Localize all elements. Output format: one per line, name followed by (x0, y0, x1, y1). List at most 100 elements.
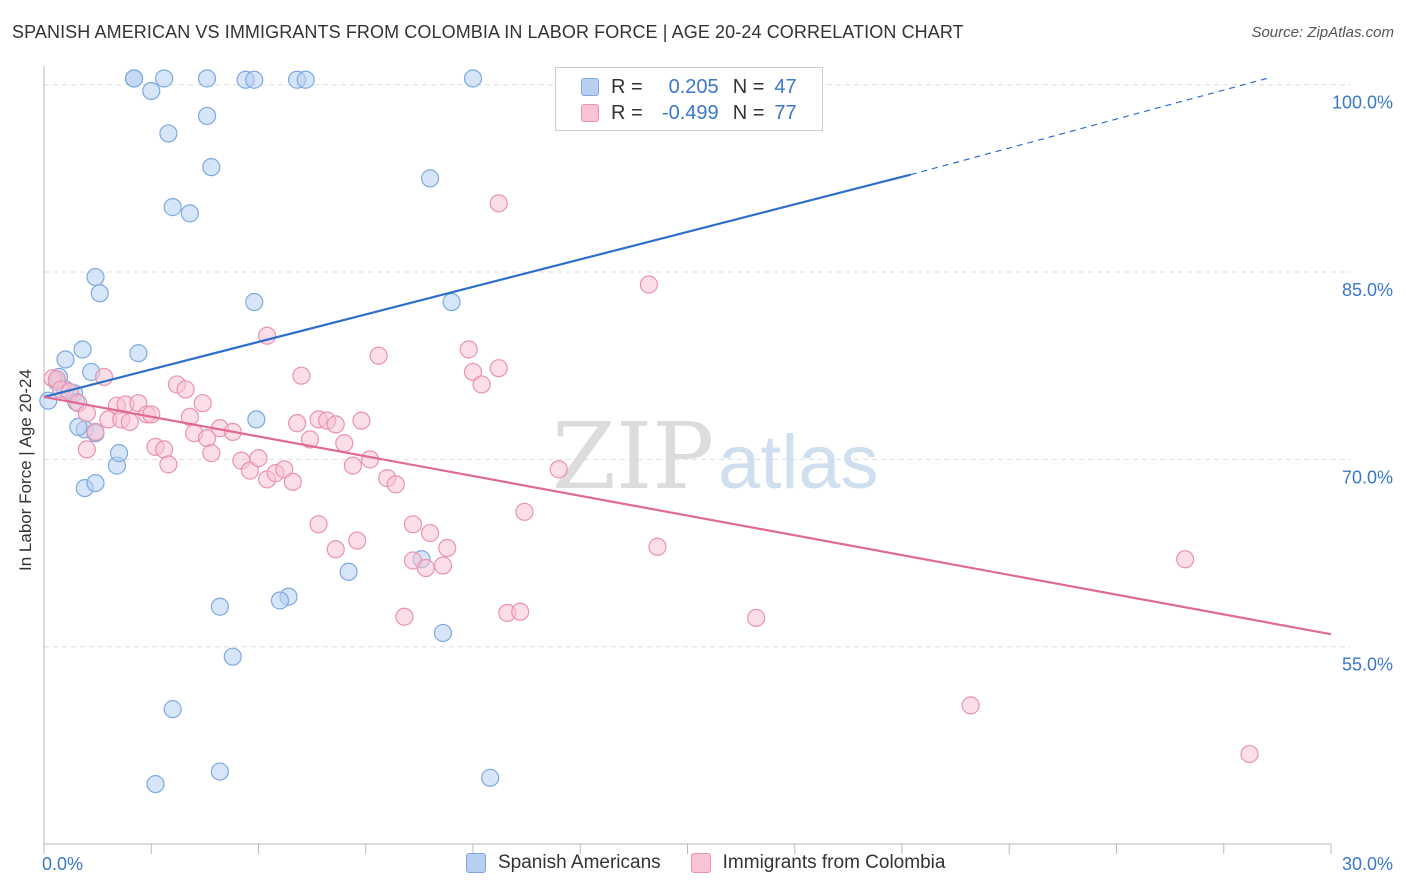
spanish-americans-point (210, 762, 229, 781)
tick-label-layer: 100.0% 85.0% 70.0% 55.0% 0.0% 30.0% (42, 93, 1393, 874)
spanish-americans-point (90, 284, 109, 303)
series-label-spanish-americans: Spanish Americans (498, 852, 661, 873)
colombia-immigrants-point (433, 556, 453, 575)
spanish-americans-point (197, 69, 217, 88)
colombia-immigrants-point (395, 607, 414, 626)
spanish-americans-point (442, 292, 461, 312)
colombia-immigrants-point (309, 515, 328, 534)
legend-n-label: N = (732, 101, 765, 124)
colombia-immigrants-point (343, 456, 362, 475)
colombia-immigrants-point (511, 602, 530, 621)
spanish-americans-point (296, 70, 315, 89)
spanish-americans-point (129, 344, 148, 363)
spanish-americans-point (73, 340, 92, 359)
legend-swatch-blue (581, 78, 599, 96)
grid-layer (44, 84, 1351, 648)
source-label: Source: ZipAtlas.com (1251, 24, 1394, 41)
spanish-americans-point (433, 623, 453, 643)
points-layer (39, 69, 1259, 794)
colombia-immigrants-point (77, 404, 97, 423)
spanish-americans-point (109, 444, 129, 463)
spanish-americans-point (463, 69, 483, 88)
colombia-immigrants-point (489, 194, 508, 213)
y-tick-label: 70.0% (1342, 467, 1393, 487)
colombia-immigrants-trendline (43, 395, 1332, 636)
spanish-americans-point (223, 647, 242, 666)
spanish-americans-point (202, 158, 221, 177)
colombia-immigrants-point (300, 430, 320, 449)
series-label-immigrants-from-colombia: Immigrants from Colombia (722, 852, 946, 873)
colombia-immigrants-point (747, 608, 766, 628)
colombia-immigrants-point (369, 346, 388, 365)
legend-r-label: R = (611, 75, 643, 98)
colombia-immigrants-point (77, 440, 97, 459)
y-tick-label: 85.0% (1342, 280, 1393, 300)
series-legend: Spanish Americans Immigrants from Colomb… (466, 852, 945, 874)
spanish-americans-point (69, 417, 88, 437)
spanish-americans-point (155, 69, 174, 88)
colombia-immigrants-point (249, 449, 268, 468)
colombia-immigrants-point (648, 537, 667, 556)
colombia-immigrants-point (416, 558, 435, 578)
colombia-immigrants-point (352, 411, 371, 430)
spanish-americans-point (197, 106, 217, 126)
spanish-americans-point (210, 597, 229, 616)
spanish-americans-point (270, 591, 290, 610)
legend-n-value-pink: 77 (774, 101, 797, 124)
trend-layer (43, 77, 1332, 636)
legend-swatch-pink (581, 104, 599, 122)
colombia-immigrants-point (438, 538, 457, 558)
colombia-immigrants-point (292, 366, 311, 385)
spanish-americans-point (180, 204, 199, 223)
legend-r-value-pink: -0.499 (661, 101, 719, 124)
colombia-immigrants-point (155, 440, 174, 459)
colombia-immigrants-point (326, 540, 345, 559)
colombia-immigrants-point (403, 515, 423, 534)
legend-n-label: N = (732, 75, 765, 98)
spanish-americans-point (142, 81, 161, 101)
legend-r-value-blue: 0.205 (668, 75, 719, 98)
spanish-americans-point (159, 124, 178, 143)
series-swatch-pink (690, 853, 711, 873)
colombia-immigrants-point (159, 455, 178, 474)
colombia-immigrants-point (515, 502, 534, 521)
colombia-immigrants-point (193, 394, 212, 413)
x-tick-label: 0.0% (42, 854, 83, 874)
spanish-americans-point (56, 350, 75, 369)
spanish-americans-trendline (43, 173, 911, 398)
spanish-americans-point (86, 473, 105, 493)
colombia-immigrants-point (176, 380, 195, 399)
colombia-immigrants-point (360, 450, 380, 469)
x-tick-label: 30.0% (1342, 854, 1393, 874)
correlation-legend: R = 0.205 N = 47 R = -0.499 N = 77 (555, 67, 823, 131)
spanish-americans-point (245, 70, 264, 89)
colombia-immigrants-point (120, 412, 139, 432)
colombia-immigrants-point (472, 375, 491, 394)
spanish-americans-point (163, 700, 182, 719)
axis-layer (43, 66, 1332, 854)
spanish-americans-point (247, 410, 266, 429)
colombia-immigrants-point (421, 523, 440, 543)
colombia-immigrants-point (459, 340, 478, 359)
series-swatch-blue (466, 853, 486, 873)
colombia-immigrants-point (283, 472, 302, 491)
spanish-americans-point (481, 768, 500, 787)
spanish-americans-trendline-extension (910, 77, 1267, 176)
colombia-immigrants-point (335, 434, 354, 453)
colombia-immigrants-point (348, 531, 367, 550)
spanish-americans-point (339, 562, 358, 581)
colombia-immigrants-point (142, 405, 161, 424)
legend-r-label: R = (611, 101, 643, 124)
colombia-immigrants-point (326, 415, 345, 434)
colombia-immigrants-point (1176, 550, 1195, 569)
colombia-immigrants-point (288, 414, 307, 433)
colombia-immigrants-point (240, 461, 260, 480)
spanish-americans-point (163, 198, 182, 217)
spanish-americans-point (245, 292, 264, 312)
spanish-americans-point (146, 774, 165, 794)
colombia-immigrants-point (86, 422, 105, 441)
colombia-immigrants-point (961, 696, 980, 715)
chart-title: SPANISH AMERICAN VS IMMIGRANTS FROM COLO… (12, 22, 964, 42)
spanish-americans-point (124, 69, 144, 88)
